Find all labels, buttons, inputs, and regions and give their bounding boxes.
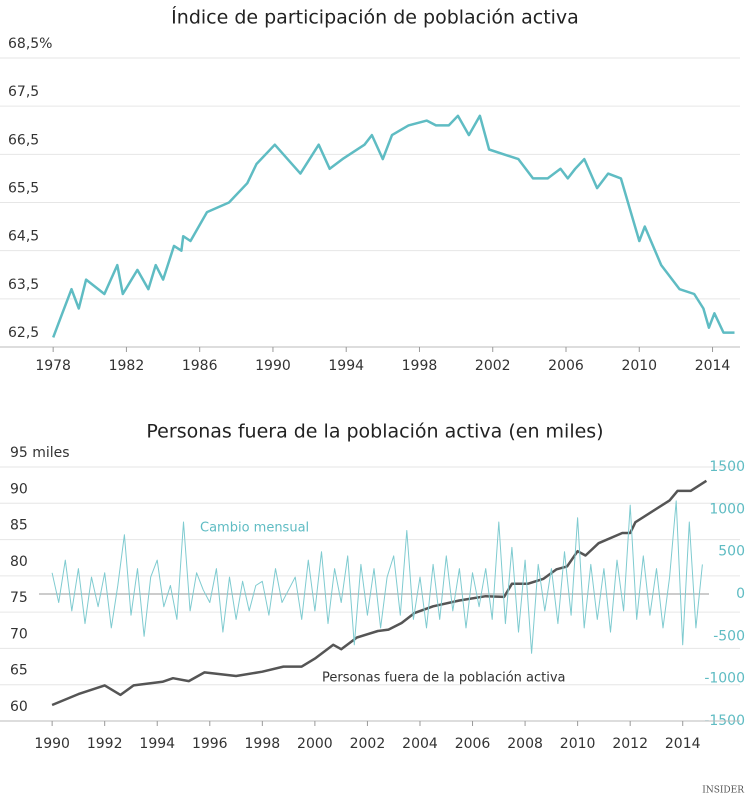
y-tick-label: 66,5 bbox=[8, 132, 39, 148]
x-tick-label: 2014 bbox=[665, 736, 701, 752]
y-tick-label: 65 bbox=[10, 663, 28, 679]
y2-tick-label: 1000 bbox=[709, 501, 745, 517]
x-tick-label: 1990 bbox=[34, 736, 70, 752]
y-tick-label: 67,5 bbox=[8, 84, 39, 100]
series-line bbox=[52, 114, 735, 338]
x-tick-label: 1996 bbox=[192, 736, 228, 752]
annotation: Cambio mensual bbox=[200, 521, 309, 536]
x-tick-label: 1998 bbox=[245, 736, 281, 752]
y-tick-label: 68,5% bbox=[8, 36, 52, 52]
footer-logo: INSIDER bbox=[702, 786, 744, 796]
x-tick-label: 2000 bbox=[297, 736, 333, 752]
y2-tick-label: -1000 bbox=[704, 671, 745, 687]
x-tick-label: 1986 bbox=[182, 358, 218, 374]
x-tick-label: 1978 bbox=[35, 358, 71, 374]
x-tick-label: 2010 bbox=[560, 736, 596, 752]
x-tick-label: 2012 bbox=[612, 736, 648, 752]
y2-tick-label: -500 bbox=[713, 628, 745, 644]
x-tick-label: 2014 bbox=[695, 358, 731, 374]
y2-tick-label: 1500 bbox=[709, 459, 745, 475]
y2-tick-label: 0 bbox=[736, 586, 745, 602]
x-tick-label: 1994 bbox=[328, 358, 364, 374]
x-tick-label: 2002 bbox=[475, 358, 511, 374]
y-tick-label: 62,5 bbox=[8, 325, 39, 341]
x-tick-label: 2008 bbox=[507, 736, 543, 752]
x-tick-label: 1992 bbox=[87, 736, 123, 752]
x-tick-label: 1990 bbox=[255, 358, 291, 374]
x-tick-label: 1998 bbox=[402, 358, 438, 374]
y-tick-label: 80 bbox=[10, 554, 28, 570]
x-tick-label: 2002 bbox=[350, 736, 386, 752]
series-line bbox=[51, 500, 703, 654]
y-tick-label: 65,5 bbox=[8, 181, 39, 197]
y-tick-label: 95 miles bbox=[10, 445, 70, 461]
x-tick-label: 2004 bbox=[402, 736, 438, 752]
chart-title: Personas fuera de la población activa (e… bbox=[146, 421, 603, 443]
y2-tick-label: 500 bbox=[718, 544, 745, 560]
x-tick-label: 2006 bbox=[548, 358, 584, 374]
x-tick-label: 1994 bbox=[139, 736, 175, 752]
y-tick-label: 70 bbox=[10, 626, 28, 642]
y-tick-label: 64,5 bbox=[8, 229, 39, 245]
chart-title: Índice de participación de población act… bbox=[171, 6, 579, 29]
annotation: Personas fuera de la población activa bbox=[322, 671, 566, 686]
x-tick-label: 1982 bbox=[109, 358, 145, 374]
y-tick-label: 60 bbox=[10, 699, 28, 715]
x-tick-label: 2010 bbox=[621, 358, 657, 374]
y-tick-label: 75 bbox=[10, 590, 28, 606]
y-tick-label: 63,5 bbox=[8, 277, 39, 293]
x-tick-label: 2006 bbox=[455, 736, 491, 752]
y-tick-label: 90 bbox=[10, 481, 28, 497]
series-line bbox=[51, 479, 708, 707]
y-tick-label: 85 bbox=[10, 518, 28, 534]
